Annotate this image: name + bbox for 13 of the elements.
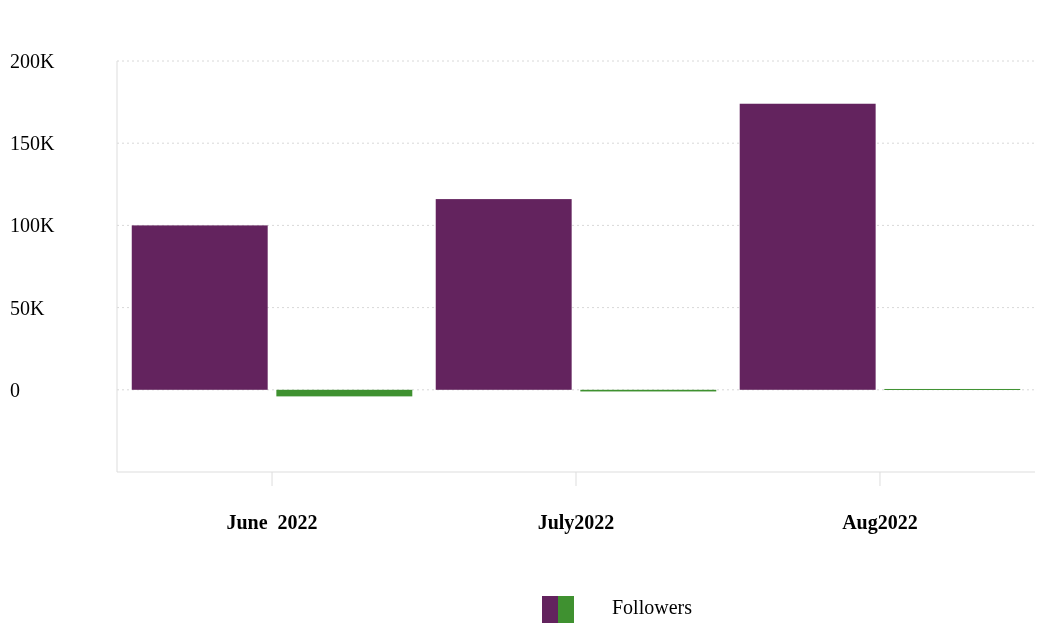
bar <box>131 225 268 390</box>
bar <box>435 199 572 390</box>
y-tick-label: 200K <box>10 50 55 72</box>
x-tick-label: Aug2022 <box>842 511 918 534</box>
bar <box>739 103 876 390</box>
y-tick-label: 150K <box>10 132 55 155</box>
bar <box>276 389 413 397</box>
y-tick-label: 50K <box>10 296 45 319</box>
x-tick-label: June 2022 <box>226 511 318 533</box>
y-tick-label: 0 <box>10 378 20 401</box>
y-tick-label: 100K <box>10 214 55 237</box>
x-tick-label: July2022 <box>537 511 615 534</box>
text: Followers <box>612 596 693 618</box>
